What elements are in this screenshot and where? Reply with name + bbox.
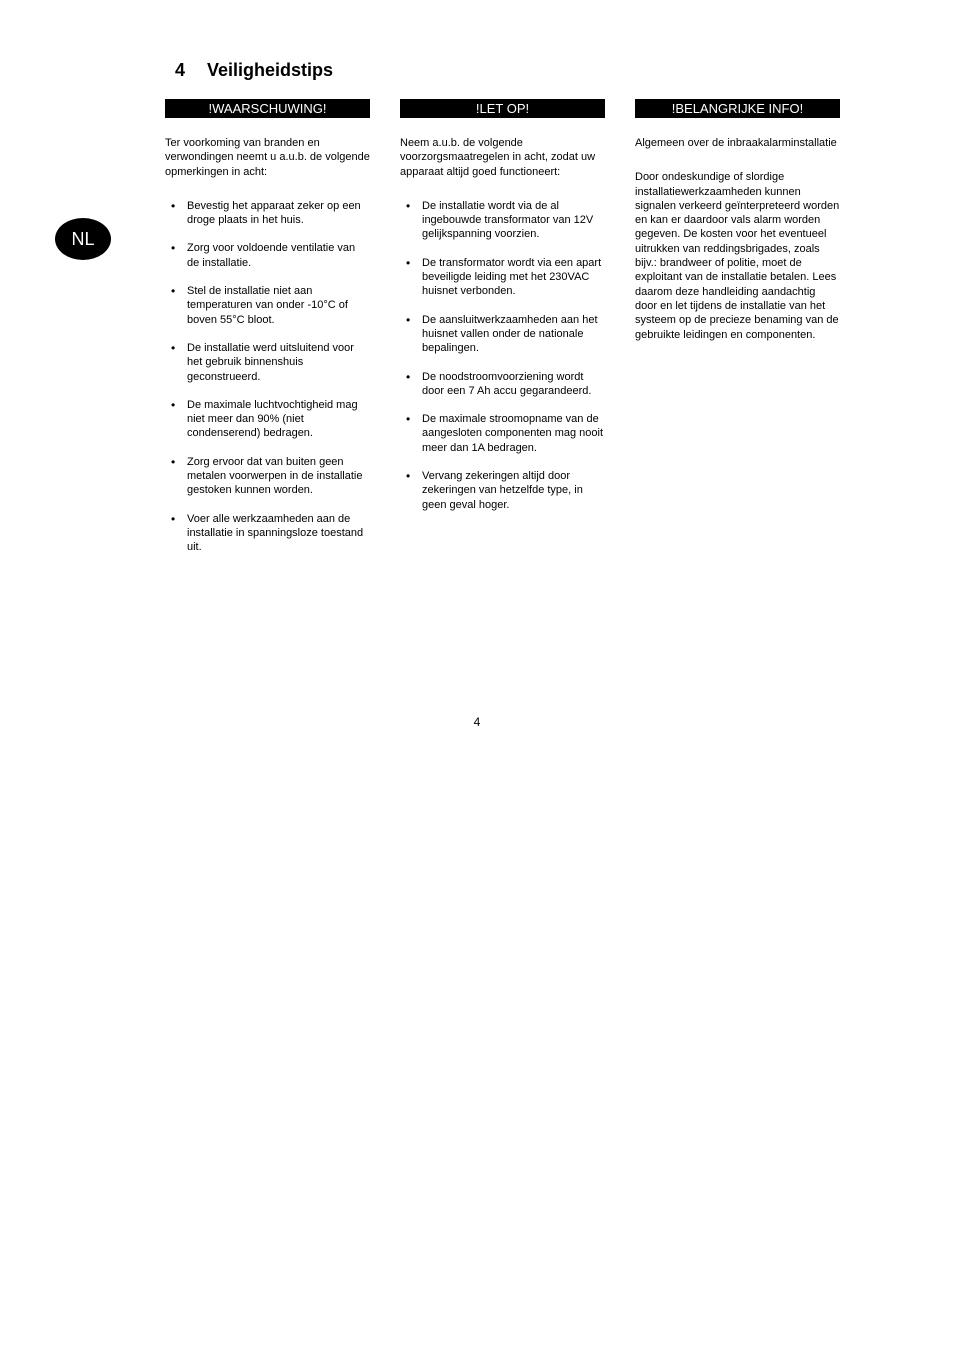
list-item: De installatie werd uitsluitend voor het… [165, 341, 370, 384]
section-title: Veiligheidstips [207, 60, 333, 80]
intro-text: Ter voorkoming van branden en verwonding… [165, 136, 370, 179]
list-item: De transformator wordt via een apart bev… [400, 256, 605, 299]
body-text: Door ondeskundige of slordige installati… [635, 170, 840, 342]
column-attention: !LET OP! Neem a.u.b. de volgende voorzor… [400, 99, 605, 569]
language-code: NL [71, 229, 94, 250]
document-page: NL 4 Veiligheidstips !WAARSCHUWING! Ter v… [0, 0, 954, 569]
list-item: De maximale stroomopname van de aangeslo… [400, 412, 605, 455]
intro-text: Neem a.u.b. de volgende voorzorgsmaatreg… [400, 136, 605, 179]
list-item: Vervang zekeringen altijd door zekeringe… [400, 469, 605, 512]
bullet-list-warning: Bevestig het apparaat zeker op een droge… [165, 199, 370, 555]
column-header-info: !BELANGRIJKE INFO! [635, 99, 840, 118]
language-badge: NL [55, 218, 111, 260]
section-heading: 4 Veiligheidstips [100, 60, 854, 81]
list-item: Zorg ervoor dat van buiten geen metalen … [165, 455, 370, 498]
content-columns: !WAARSCHUWING! Ter voorkoming van brande… [100, 99, 854, 569]
column-warning: !WAARSCHUWING! Ter voorkoming van brande… [165, 99, 370, 569]
column-info: !BELANGRIJKE INFO! Algemeen over de inbr… [635, 99, 840, 569]
list-item: De maximale luchtvochtigheid mag niet me… [165, 398, 370, 441]
intro-text: Algemeen over de inbraakalarminstallatie [635, 136, 840, 150]
list-item: Stel de installatie niet aan temperature… [165, 284, 370, 327]
list-item: Zorg voor voldoende ventilatie van de in… [165, 241, 370, 270]
list-item: Bevestig het apparaat zeker op een droge… [165, 199, 370, 228]
column-header-warning: !WAARSCHUWING! [165, 99, 370, 118]
page-number: 4 [0, 715, 954, 729]
column-header-attention: !LET OP! [400, 99, 605, 118]
list-item: Voer alle werkzaamheden aan de installat… [165, 512, 370, 555]
list-item: De noodstroomvoorziening wordt door een … [400, 370, 605, 399]
section-number: 4 [175, 60, 185, 81]
list-item: De installatie wordt via de al ingebouwd… [400, 199, 605, 242]
bullet-list-attention: De installatie wordt via de al ingebouwd… [400, 199, 605, 512]
list-item: De aansluitwerkzaamheden aan het huisnet… [400, 313, 605, 356]
